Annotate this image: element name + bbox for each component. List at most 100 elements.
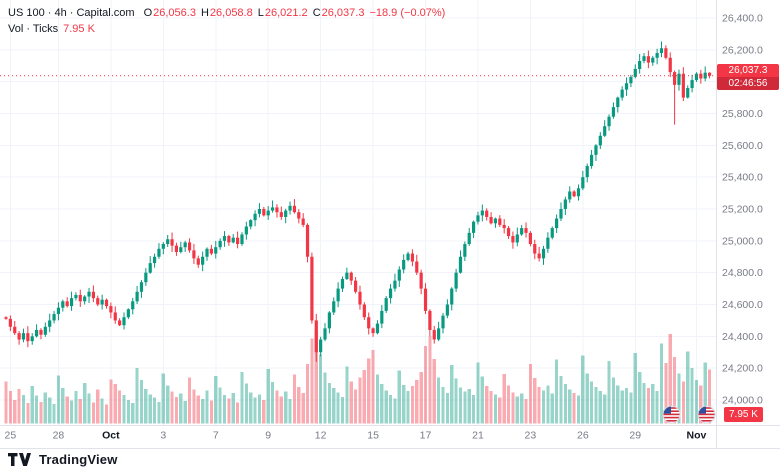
candle bbox=[611, 102, 616, 119]
candle bbox=[131, 297, 135, 315]
candle bbox=[266, 206, 270, 220]
candle bbox=[270, 200, 275, 213]
candle bbox=[358, 285, 362, 310]
candle bbox=[257, 203, 262, 218]
svg-text:26,200.0: 26,200.0 bbox=[722, 44, 763, 56]
candle bbox=[384, 296, 388, 313]
time-axis-labels[interactable]: 25 28 Oct 3 7 9 12 15 17 21 23 26 29 Nov bbox=[5, 430, 707, 442]
candle bbox=[13, 320, 17, 335]
candle bbox=[170, 232, 174, 252]
svg-text:Oct: Oct bbox=[102, 430, 120, 442]
svg-text:26: 26 bbox=[577, 430, 589, 442]
candle bbox=[253, 210, 257, 227]
candle bbox=[686, 85, 690, 99]
candle bbox=[209, 244, 213, 256]
price-change: −18.9 (−0.07%) bbox=[369, 7, 446, 19]
candle bbox=[485, 208, 489, 221]
candle bbox=[319, 336, 323, 357]
candle bbox=[152, 253, 157, 268]
candle bbox=[419, 269, 423, 295]
candle bbox=[332, 297, 336, 315]
volume-indicator-label[interactable]: Vol · Ticks bbox=[8, 23, 59, 35]
candle bbox=[179, 241, 183, 254]
candle bbox=[633, 64, 637, 79]
candle bbox=[100, 294, 104, 310]
candle bbox=[56, 302, 61, 321]
svg-text:3: 3 bbox=[160, 430, 166, 442]
candle bbox=[340, 276, 345, 292]
candle bbox=[83, 295, 87, 305]
candle bbox=[664, 45, 668, 60]
candle bbox=[222, 231, 227, 247]
candle bbox=[402, 254, 406, 274]
ohlc-low: L 26,021.2 bbox=[257, 7, 308, 19]
candle bbox=[354, 276, 358, 294]
candle bbox=[471, 220, 476, 239]
candlesticks bbox=[4, 41, 712, 362]
candle bbox=[681, 67, 685, 101]
candle bbox=[96, 295, 100, 307]
candle bbox=[550, 226, 554, 240]
svg-text:24,000.0: 24,000.0 bbox=[722, 395, 763, 407]
candle bbox=[537, 246, 541, 262]
symbol-legend: US 100 · 4h · Capital.com O 26,056.3 H 26,… bbox=[8, 5, 445, 37]
svg-text:9: 9 bbox=[265, 430, 271, 442]
candle bbox=[201, 251, 205, 272]
svg-text:25: 25 bbox=[5, 430, 17, 442]
tradingview-logo-icon[interactable] bbox=[7, 452, 33, 467]
candle bbox=[515, 227, 519, 247]
svg-text:24,400.0: 24,400.0 bbox=[722, 331, 763, 343]
volume-bars bbox=[4, 329, 712, 424]
candle bbox=[489, 212, 493, 225]
candle bbox=[275, 204, 279, 218]
candle bbox=[305, 223, 310, 263]
candle bbox=[17, 331, 21, 345]
candle bbox=[450, 287, 454, 311]
tradingview-logo-text[interactable]: TradingView bbox=[39, 452, 118, 467]
us-flag-event-icon[interactable] bbox=[662, 405, 681, 424]
candle bbox=[568, 186, 572, 203]
candle bbox=[498, 215, 502, 227]
svg-text:24,800.0: 24,800.0 bbox=[722, 267, 763, 279]
candle bbox=[651, 55, 655, 66]
candle bbox=[39, 328, 43, 340]
svg-text:15: 15 bbox=[367, 430, 379, 442]
svg-text:7: 7 bbox=[213, 430, 219, 442]
candle bbox=[458, 250, 463, 274]
grid-lines bbox=[0, 0, 716, 425]
candle bbox=[659, 41, 664, 58]
candle bbox=[445, 299, 449, 319]
svg-text:21: 21 bbox=[472, 430, 484, 442]
candle bbox=[118, 318, 122, 327]
price-axis-labels[interactable]: 26,400.026,200.026,000.025,800.025,600.0… bbox=[722, 13, 763, 407]
candle bbox=[104, 298, 109, 309]
candle bbox=[113, 306, 117, 324]
candle bbox=[441, 312, 445, 334]
last-price-badge[interactable]: 26,037.3 02:46:56 bbox=[717, 63, 779, 90]
symbol-title[interactable]: US 100 · 4h · Capital.com bbox=[8, 7, 135, 19]
candle bbox=[629, 74, 633, 88]
volume-badge: 7.95 K bbox=[724, 407, 763, 422]
us-flag-event-icon[interactable] bbox=[697, 405, 716, 424]
candle bbox=[480, 204, 484, 222]
candle bbox=[196, 255, 200, 268]
candle bbox=[388, 284, 393, 304]
candle bbox=[476, 211, 480, 225]
candle bbox=[541, 245, 546, 265]
candle bbox=[432, 325, 436, 344]
ohlc-close: C 26,037.3 bbox=[312, 7, 365, 19]
candle bbox=[52, 311, 56, 324]
candle bbox=[528, 231, 532, 247]
candle bbox=[69, 291, 74, 311]
candle bbox=[87, 287, 91, 304]
candle bbox=[91, 285, 95, 303]
ohlc-high: H 26,058.8 bbox=[200, 7, 253, 19]
candle bbox=[559, 202, 563, 222]
candle bbox=[345, 267, 349, 280]
candle bbox=[371, 327, 375, 337]
candle bbox=[292, 199, 297, 214]
candle bbox=[393, 273, 397, 292]
bar-countdown: 02:46:56 bbox=[717, 76, 779, 90]
